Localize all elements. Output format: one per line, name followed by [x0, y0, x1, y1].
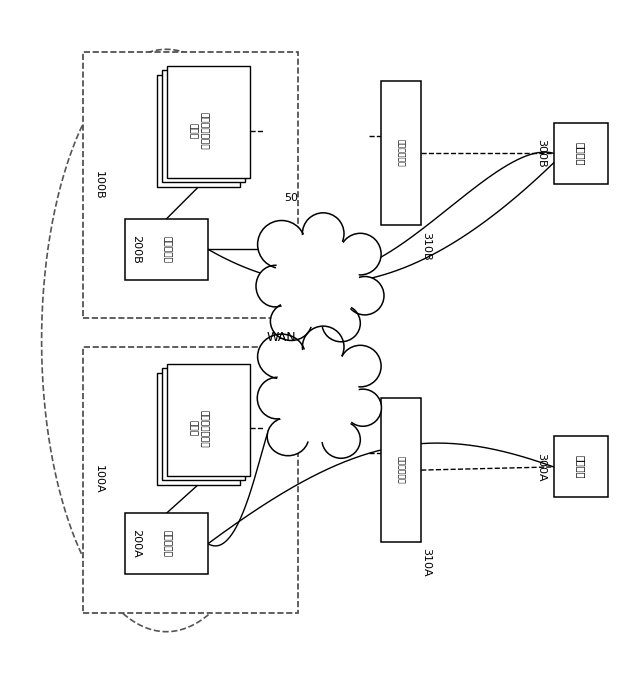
Text: デバイス: デバイス — [576, 142, 586, 165]
Bar — [162, 368, 245, 480]
Ellipse shape — [339, 345, 381, 387]
Ellipse shape — [344, 389, 381, 426]
Bar — [83, 347, 298, 612]
Ellipse shape — [258, 221, 306, 268]
Bar — [157, 75, 240, 187]
Ellipse shape — [258, 334, 306, 379]
Text: 50: 50 — [284, 193, 298, 203]
Text: 通信中継装置: 通信中継装置 — [396, 456, 406, 484]
Bar — [381, 81, 421, 225]
Text: メッセージング
サーバ: メッセージング サーバ — [188, 410, 209, 447]
Ellipse shape — [275, 347, 359, 443]
Ellipse shape — [268, 223, 367, 336]
Text: メッセージング
サーバ: メッセージング サーバ — [188, 112, 209, 150]
Ellipse shape — [322, 421, 360, 458]
Bar — [381, 398, 421, 542]
Ellipse shape — [257, 377, 297, 419]
Ellipse shape — [346, 276, 384, 315]
Text: 310B: 310B — [422, 232, 431, 260]
Bar — [157, 373, 240, 484]
Text: 200A: 200A — [131, 529, 141, 558]
Ellipse shape — [256, 266, 294, 307]
Text: デバイス: デバイス — [576, 455, 586, 479]
Text: 通信中継装置: 通信中継装置 — [396, 140, 406, 167]
Text: 300B: 300B — [536, 139, 546, 168]
Text: WAN: WAN — [267, 331, 296, 344]
Ellipse shape — [268, 339, 367, 451]
Text: 100A: 100A — [94, 465, 104, 494]
Bar — [162, 70, 245, 183]
Text: 310A: 310A — [422, 548, 431, 577]
Bar — [554, 437, 608, 497]
Ellipse shape — [268, 417, 309, 456]
Ellipse shape — [302, 213, 344, 255]
Text: 300A: 300A — [536, 453, 546, 481]
Text: 通知サーバ: 通知サーバ — [162, 530, 171, 557]
Bar — [125, 219, 208, 280]
Ellipse shape — [270, 302, 312, 340]
Text: 100B: 100B — [94, 171, 104, 200]
Bar — [167, 364, 250, 475]
Text: 通知サーバ: 通知サーバ — [162, 236, 171, 263]
Bar — [167, 66, 250, 178]
Bar — [125, 513, 208, 574]
Ellipse shape — [322, 304, 360, 342]
Bar — [554, 123, 608, 184]
Ellipse shape — [275, 232, 359, 328]
Bar — [83, 52, 298, 318]
Text: 200B: 200B — [131, 235, 141, 264]
Ellipse shape — [339, 234, 381, 275]
Ellipse shape — [302, 326, 344, 368]
